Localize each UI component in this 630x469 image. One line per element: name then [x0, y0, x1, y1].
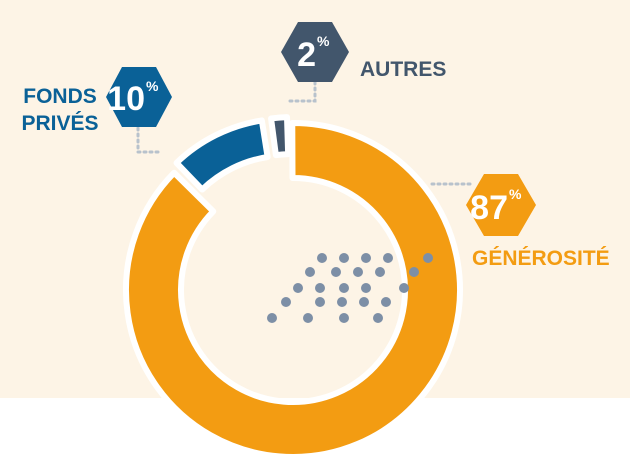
slice-autres	[268, 114, 292, 159]
pattern-dot	[337, 297, 347, 307]
label-fonds-prives-line2: PRIVÉS	[21, 112, 98, 135]
badge-fonds-prives: 10 %	[106, 67, 172, 127]
hexagon-shape	[281, 22, 349, 82]
pattern-dot	[267, 313, 277, 323]
slice-fonds-prives	[173, 117, 271, 193]
pattern-dot	[317, 253, 327, 263]
pattern-dot	[423, 253, 433, 263]
connector-fonds-prives	[136, 126, 164, 154]
pattern-dot	[315, 297, 325, 307]
badge-generosite: 87 %	[466, 174, 536, 236]
donut-slices	[123, 114, 463, 460]
pattern-dot	[293, 283, 303, 293]
pattern-dot	[361, 283, 371, 293]
pattern-dot	[359, 297, 369, 307]
badge-value: 2	[297, 36, 316, 74]
pattern-dot	[305, 267, 315, 277]
pattern-dot	[353, 267, 363, 277]
pattern-dot	[339, 253, 349, 263]
hexagon-shape	[106, 67, 172, 127]
label-autres: AUTRES	[360, 58, 446, 81]
badge-percent-sign: %	[146, 78, 159, 94]
badge-percent-sign: %	[317, 33, 330, 49]
badge-value: 10	[107, 80, 145, 118]
pattern-dot	[339, 313, 349, 323]
pattern-dot	[375, 267, 385, 277]
label-fonds-prives-line1: FONDS	[23, 85, 97, 108]
pattern-dot	[361, 253, 371, 263]
slice-generosite	[123, 120, 463, 460]
pattern-dot	[373, 313, 383, 323]
pattern-dot	[381, 297, 391, 307]
pattern-dot	[315, 283, 325, 293]
connector-autres	[288, 80, 317, 103]
pattern-dot	[399, 283, 409, 293]
pattern-dot	[339, 283, 349, 293]
hexagon-shape	[466, 174, 536, 236]
label-generosite: GÉNÉROSITÉ	[472, 247, 610, 270]
dot-pattern	[267, 253, 433, 323]
pattern-dot	[331, 267, 341, 277]
pattern-dot	[281, 297, 291, 307]
pattern-dot	[303, 313, 313, 323]
badge-value: 87	[470, 189, 508, 227]
pattern-dot	[409, 267, 419, 277]
pattern-dot	[383, 253, 393, 263]
badge-autres: 2 %	[281, 22, 349, 82]
badge-percent-sign: %	[509, 186, 522, 202]
